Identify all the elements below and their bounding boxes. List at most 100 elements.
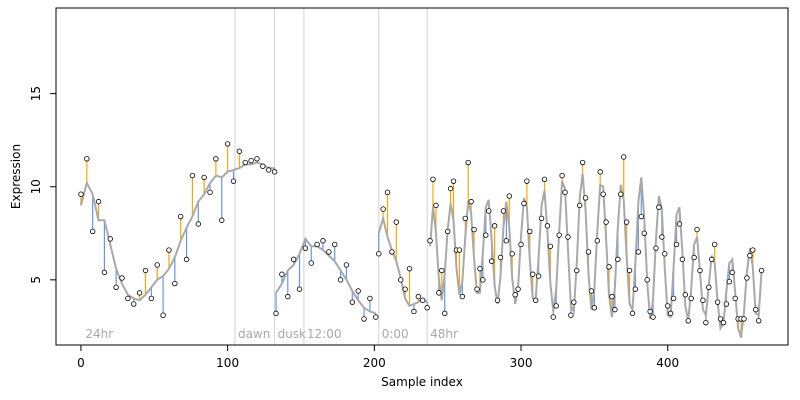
data-point: [361, 316, 367, 322]
data-point: [242, 159, 248, 166]
fit-line: [275, 236, 377, 315]
data-point: [588, 288, 595, 294]
y-tick-label: 5: [29, 276, 43, 284]
data-point: [154, 262, 160, 268]
data-point: [343, 262, 350, 268]
data-point: [332, 241, 338, 248]
data-point: [709, 256, 715, 263]
x-tick-label: 100: [216, 356, 239, 370]
data-point: [647, 308, 653, 315]
fit-line: [377, 214, 428, 308]
data-point: [550, 314, 556, 320]
data-point: [714, 299, 721, 305]
data-point: [512, 292, 518, 298]
data-point: [530, 271, 536, 277]
data-point: [320, 238, 326, 244]
data-point: [427, 238, 433, 244]
data-point: [574, 267, 580, 274]
data-point: [248, 157, 254, 164]
data-point: [430, 176, 436, 182]
data-point: [380, 206, 386, 212]
data-point: [524, 178, 530, 184]
data-point: [279, 271, 285, 277]
data-point: [553, 303, 559, 309]
data-point: [694, 226, 700, 233]
data-point: [266, 167, 272, 173]
data-point: [113, 284, 119, 290]
data-point: [166, 247, 172, 253]
data-point: [623, 219, 630, 225]
data-point: [556, 232, 562, 238]
data-point: [535, 273, 542, 279]
data-point: [439, 267, 445, 274]
data-point: [653, 245, 659, 251]
phase-label: 12:00: [307, 327, 342, 341]
data-point: [125, 295, 131, 302]
data-point: [597, 169, 603, 175]
data-point: [726, 278, 733, 285]
y-axis-title: Expression: [9, 144, 23, 209]
data-point: [230, 178, 237, 184]
data-point: [679, 256, 686, 263]
data-point: [685, 318, 691, 324]
plot-frame: [55, 7, 789, 346]
data-point: [296, 286, 303, 292]
data-point: [160, 312, 166, 318]
data-point: [515, 286, 521, 292]
data-point: [136, 290, 143, 296]
data-point: [750, 247, 756, 253]
data-point: [107, 236, 113, 242]
observation-points: [78, 141, 765, 326]
phase-label: dawn: [238, 327, 270, 341]
data-point: [662, 251, 668, 257]
y-tick-label: 10: [29, 179, 43, 194]
data-point: [273, 310, 279, 317]
data-point: [486, 208, 492, 214]
data-point: [95, 198, 102, 205]
data-point: [547, 243, 554, 250]
data-point: [612, 306, 618, 313]
data-point: [615, 256, 621, 263]
data-point: [518, 241, 524, 248]
x-tick-label: 400: [656, 356, 679, 370]
data-point: [89, 228, 96, 235]
data-point: [474, 286, 480, 292]
data-point: [436, 290, 442, 296]
x-tick-label: 0: [77, 356, 85, 370]
data-point: [688, 295, 694, 302]
data-point: [415, 293, 422, 300]
data-point: [706, 284, 712, 290]
data-point: [442, 310, 448, 317]
data-point: [78, 191, 84, 197]
data-point: [260, 163, 266, 169]
data-point: [755, 318, 762, 324]
data-point: [213, 156, 219, 162]
data-point: [402, 286, 408, 292]
data-point: [308, 260, 314, 266]
phase-label: dusk: [278, 327, 306, 341]
data-point: [723, 301, 730, 307]
data-point: [565, 234, 571, 240]
data-point: [700, 297, 706, 304]
data-point: [618, 191, 624, 197]
data-point: [376, 251, 382, 257]
data-point: [302, 245, 309, 251]
data-point: [703, 319, 709, 326]
data-point: [131, 301, 137, 307]
data-point: [411, 308, 417, 315]
phase-label: 48hr: [430, 327, 458, 341]
data-point: [172, 280, 178, 287]
data-point: [571, 299, 577, 305]
data-point: [506, 193, 512, 199]
data-point: [494, 297, 501, 304]
data-point: [119, 275, 125, 281]
data-point: [447, 185, 454, 192]
x-axis: 0 100 200 300 400: [77, 345, 679, 370]
data-point: [626, 267, 633, 274]
data-point: [254, 156, 260, 162]
data-point: [468, 198, 474, 205]
data-point: [538, 215, 545, 222]
phase-boundaries: [234, 8, 428, 345]
